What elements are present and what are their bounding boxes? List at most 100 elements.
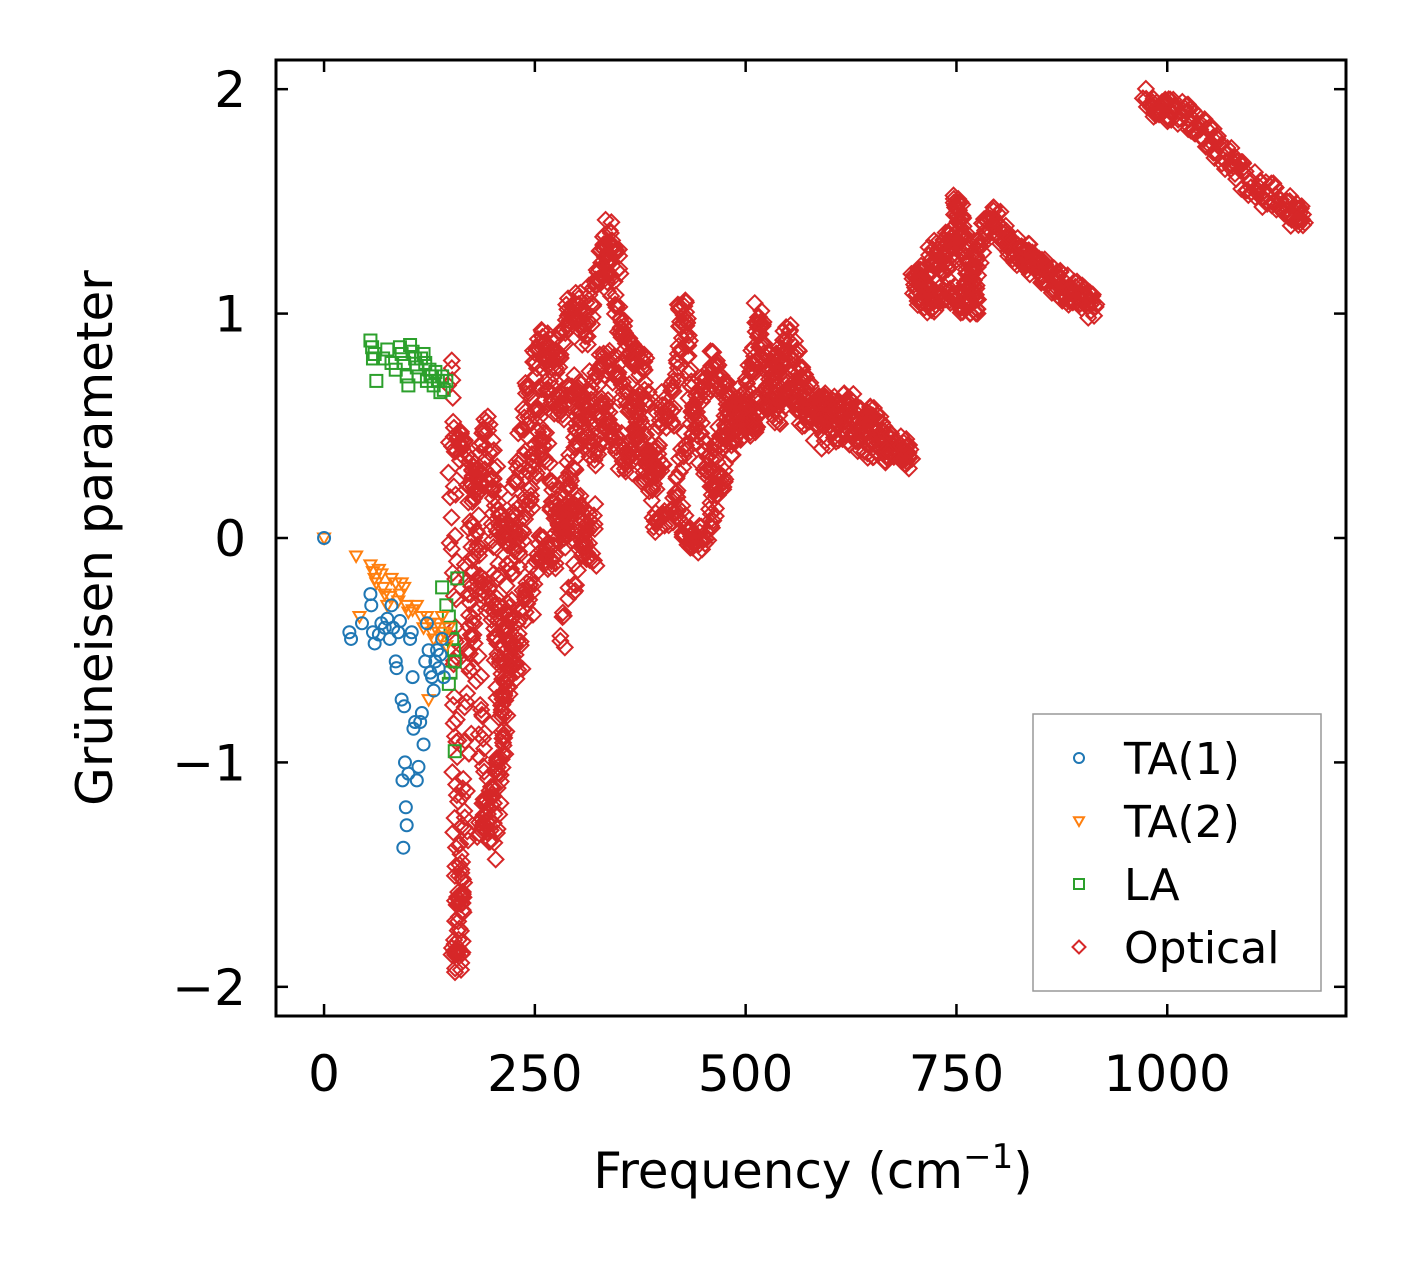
optical-point — [879, 443, 899, 462]
optical-point — [481, 599, 500, 618]
optical-point — [687, 425, 707, 445]
optical-point — [580, 384, 600, 403]
ta-1--point — [414, 706, 429, 721]
optical-point — [753, 316, 772, 336]
ta-1--point — [364, 598, 379, 613]
optical-point — [475, 570, 495, 589]
optical-point — [669, 509, 689, 528]
optical-point — [781, 347, 801, 366]
optical-point — [905, 278, 925, 297]
optical-point — [781, 343, 801, 363]
optical-point — [1250, 172, 1270, 191]
optical-point — [657, 418, 676, 438]
ta-1--point — [389, 661, 404, 676]
optical-point — [1157, 107, 1176, 127]
la-point — [435, 369, 450, 384]
optical-point — [525, 368, 545, 387]
optical-point — [662, 378, 682, 397]
optical-point — [636, 394, 656, 413]
optical-point — [556, 538, 575, 557]
x-tick-label: 1000 — [1104, 1045, 1231, 1103]
optical-point — [453, 887, 473, 907]
optical-point — [602, 269, 622, 289]
optical-point — [670, 463, 689, 482]
optical-point — [474, 805, 493, 825]
optical-point — [459, 744, 479, 763]
optical-point — [440, 533, 459, 553]
optical-point — [793, 360, 812, 379]
optical-point — [457, 692, 476, 712]
optical-point — [565, 459, 584, 478]
ta-2--point — [430, 617, 446, 632]
optical-point — [464, 625, 483, 645]
series-ta-1- — [317, 531, 451, 855]
x-axis-label: Frequency (cm−1) — [593, 1137, 1033, 1200]
optical-point — [960, 277, 980, 297]
ta-1--point — [401, 766, 416, 781]
optical-point — [497, 576, 516, 596]
legend-marker — [1071, 939, 1087, 955]
optical-point — [453, 779, 473, 798]
optical-point — [446, 485, 465, 504]
optical-point — [582, 315, 602, 334]
optical-point — [584, 551, 604, 570]
optical-point — [745, 293, 764, 313]
optical-point — [494, 684, 514, 703]
optical-point — [554, 410, 574, 429]
optical-point — [500, 605, 520, 625]
optical-point — [512, 509, 531, 529]
optical-point — [619, 456, 638, 475]
ta-1--point — [435, 631, 450, 646]
optical-point — [489, 764, 509, 783]
optical-point — [522, 569, 541, 589]
optical-point — [489, 493, 508, 513]
optical-point — [1222, 138, 1241, 158]
optical-point — [446, 838, 466, 857]
la-point — [401, 378, 416, 393]
optical-point — [697, 522, 716, 542]
optical-point — [485, 833, 504, 853]
optical-point — [810, 410, 829, 429]
optical-point — [439, 463, 458, 482]
y-tick-label: −1 — [172, 734, 246, 792]
optical-point — [585, 494, 605, 514]
optical-point — [506, 470, 525, 489]
optical-point — [653, 396, 672, 415]
ta-1--point — [404, 625, 419, 640]
optical-point — [468, 459, 488, 478]
la-point — [376, 351, 391, 366]
legend-frame — [1032, 713, 1322, 992]
optical-point — [650, 518, 669, 538]
optical-point — [585, 272, 605, 292]
y-tick-label: 0 — [214, 510, 246, 568]
ta-1--point — [421, 643, 436, 658]
optical-point — [1081, 301, 1101, 321]
optical-point — [564, 554, 584, 574]
optical-point — [667, 469, 686, 488]
optical-point — [937, 268, 957, 287]
optical-point — [858, 448, 877, 467]
series-la — [363, 333, 465, 759]
optical-point — [484, 778, 504, 797]
optical-point — [466, 477, 485, 496]
optical-point — [452, 868, 472, 888]
optical-point — [955, 237, 975, 256]
optical-point — [648, 459, 668, 479]
optical-point — [1180, 100, 1200, 119]
optical-point — [480, 415, 499, 434]
optical-point — [465, 614, 484, 633]
optical-point — [592, 392, 611, 412]
optical-point — [578, 327, 597, 346]
optical-point — [568, 561, 588, 580]
optical-point — [457, 781, 477, 801]
optical-point — [676, 325, 696, 345]
optical-point — [463, 492, 482, 512]
optical-point — [482, 610, 501, 630]
optical-point — [948, 193, 967, 212]
ta-1--point — [342, 625, 357, 640]
optical-point — [492, 703, 511, 722]
ta-1--point — [396, 840, 411, 855]
optical-point — [663, 412, 682, 432]
optical-point — [706, 499, 726, 518]
la-point — [394, 346, 409, 361]
